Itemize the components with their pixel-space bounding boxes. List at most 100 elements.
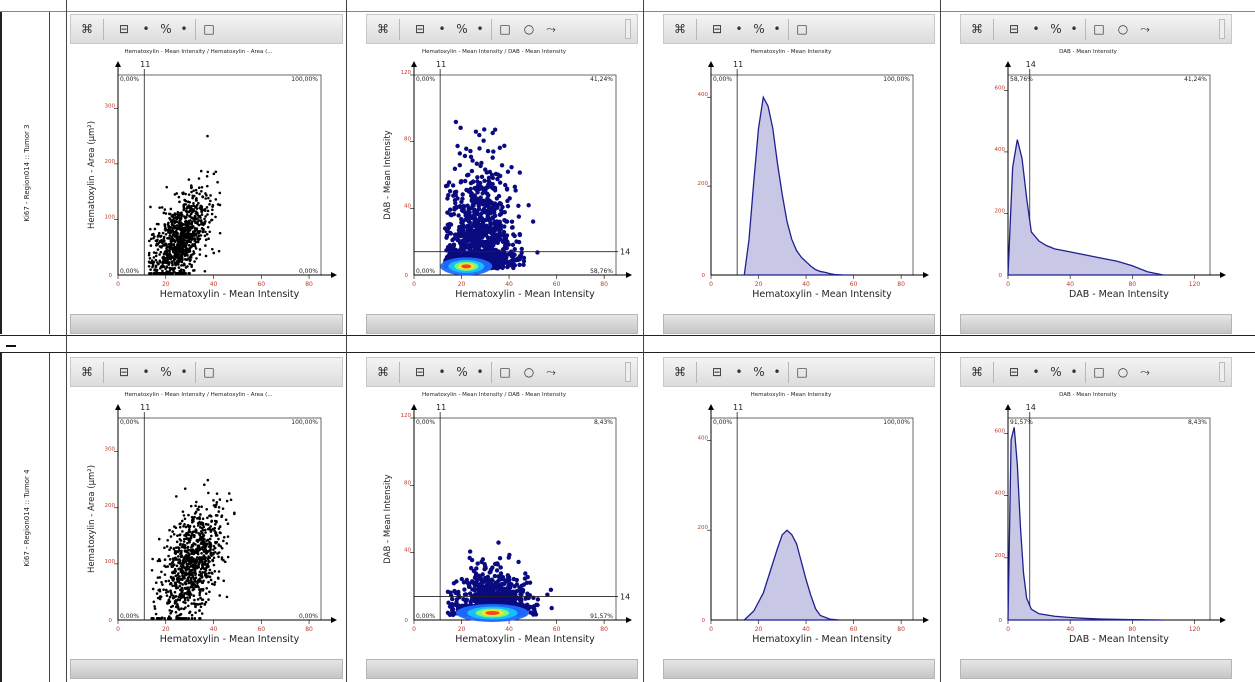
density-point	[482, 561, 487, 567]
scatter-point	[189, 578, 192, 581]
toolbar-scroll-handle[interactable]	[1219, 19, 1225, 39]
rectangle-gate-icon[interactable]: □	[203, 22, 215, 36]
polygon-gate-icon[interactable]: ⤳	[1140, 365, 1150, 379]
percent-button[interactable]: %	[456, 22, 468, 36]
tools-icon[interactable]: ⌘	[377, 22, 389, 36]
percent-button[interactable]: %	[1050, 22, 1062, 36]
y-axis-arrow	[708, 61, 714, 67]
ellipse-gate-icon[interactable]: ○	[523, 365, 535, 379]
row-label: Ki67 - Region014 :: Tumor 3	[23, 124, 31, 222]
density-point	[505, 169, 511, 174]
percent-button[interactable]: %	[753, 22, 765, 36]
polygon-gate-icon[interactable]: ⤳	[546, 365, 556, 379]
scatter-point	[204, 543, 207, 547]
density-point	[485, 196, 490, 201]
plot-area[interactable]	[710, 74, 914, 276]
polygon-gate-icon[interactable]: ⤳	[546, 22, 556, 36]
density-point	[456, 589, 461, 595]
gate-icon[interactable]: ⊟	[711, 365, 723, 379]
ellipse-gate-icon[interactable]: ○	[1117, 22, 1129, 36]
scatter-point	[157, 537, 161, 541]
gate-icon[interactable]: ⊟	[414, 365, 426, 379]
histogram-area	[1007, 427, 1164, 621]
tools-icon[interactable]: ⌘	[971, 22, 983, 36]
scatter-point	[204, 592, 208, 596]
percent-button[interactable]: %	[753, 365, 765, 379]
plot-canvas[interactable]: Hematoxylin - Mean Intensity / Hematoxyl…	[70, 45, 343, 313]
rectangle-gate-icon[interactable]: □	[203, 365, 215, 379]
gate-icon[interactable]: ⊟	[118, 365, 130, 379]
scatter-point	[190, 216, 194, 220]
plot-canvas[interactable]: Hematoxylin - Mean Intensity / DAB - Mea…	[366, 388, 638, 658]
scatter-point	[188, 262, 191, 266]
density-point	[496, 259, 502, 264]
toolbar-scroll-handle[interactable]	[625, 19, 631, 39]
gate-value-label: 11	[733, 60, 743, 69]
density-point	[479, 222, 485, 228]
density-point	[491, 186, 496, 191]
plot-area[interactable]	[117, 417, 322, 621]
density-point	[448, 222, 454, 227]
rectangle-gate-icon[interactable]: □	[1093, 22, 1105, 36]
x-tick-label: 20	[458, 626, 466, 633]
density-point	[493, 201, 498, 207]
density-point	[473, 244, 478, 250]
scatter-point	[186, 222, 190, 225]
density-point	[463, 213, 468, 218]
tools-icon[interactable]: ⌘	[971, 365, 983, 379]
scatter-point	[188, 556, 191, 559]
density-point	[465, 203, 470, 208]
rectangle-gate-icon[interactable]: □	[796, 22, 808, 36]
scatter-point	[197, 186, 201, 190]
plot-canvas[interactable]: Hematoxylin - Mean Intensity / DAB - Mea…	[366, 45, 638, 313]
plot-area[interactable]	[1007, 417, 1211, 621]
scatter-point	[174, 610, 178, 614]
origin-label: 0	[109, 618, 113, 624]
rectangle-gate-icon[interactable]: □	[499, 365, 511, 379]
gate-icon[interactable]: ⊟	[118, 22, 130, 36]
toolbar-scroll-handle[interactable]	[625, 362, 631, 382]
scatter-point	[198, 617, 201, 620]
ellipse-gate-icon[interactable]: ○	[523, 22, 535, 36]
ellipse-gate-icon[interactable]: ○	[1117, 365, 1129, 379]
plot-area[interactable]	[413, 417, 617, 621]
plot-area[interactable]	[710, 417, 914, 621]
percent-button[interactable]: %	[160, 365, 172, 379]
gate-icon[interactable]: ⊟	[414, 22, 426, 36]
scatter-point	[195, 199, 198, 202]
scatter-point	[155, 244, 158, 247]
plot-area[interactable]	[117, 74, 322, 276]
plot-canvas[interactable]: Hematoxylin - Mean Intensity / Hematoxyl…	[70, 388, 343, 658]
scatter-point	[174, 584, 178, 587]
density-point	[513, 188, 518, 193]
tools-icon[interactable]: ⌘	[674, 365, 686, 379]
rectangle-gate-icon[interactable]: □	[796, 365, 808, 379]
scatter-point	[209, 528, 212, 531]
toolbar-scroll-handle[interactable]	[1219, 362, 1225, 382]
scatter-point	[204, 550, 208, 554]
percent-button[interactable]: %	[456, 365, 468, 379]
tools-icon[interactable]: ⌘	[674, 22, 686, 36]
rectangle-gate-icon[interactable]: □	[499, 22, 511, 36]
tools-icon[interactable]: ⌘	[377, 365, 389, 379]
collapse-icon[interactable]	[6, 345, 16, 347]
density-point	[501, 229, 507, 235]
tools-icon[interactable]: ⌘	[81, 22, 93, 36]
gate-icon[interactable]: ⊟	[1008, 22, 1020, 36]
scatter-point	[211, 208, 214, 212]
percent-button[interactable]: %	[1050, 365, 1062, 379]
tools-icon[interactable]: ⌘	[81, 365, 93, 379]
grid-divider	[643, 0, 644, 682]
density-point	[507, 598, 512, 603]
rectangle-gate-icon[interactable]: □	[1093, 365, 1105, 379]
gate-icon[interactable]: ⊟	[1008, 365, 1020, 379]
polygon-gate-icon[interactable]: ⤳	[1140, 22, 1150, 36]
percent-button[interactable]: %	[160, 22, 172, 36]
density-point	[499, 211, 504, 216]
gate-icon[interactable]: ⊟	[711, 22, 723, 36]
scatter-point	[213, 583, 216, 586]
